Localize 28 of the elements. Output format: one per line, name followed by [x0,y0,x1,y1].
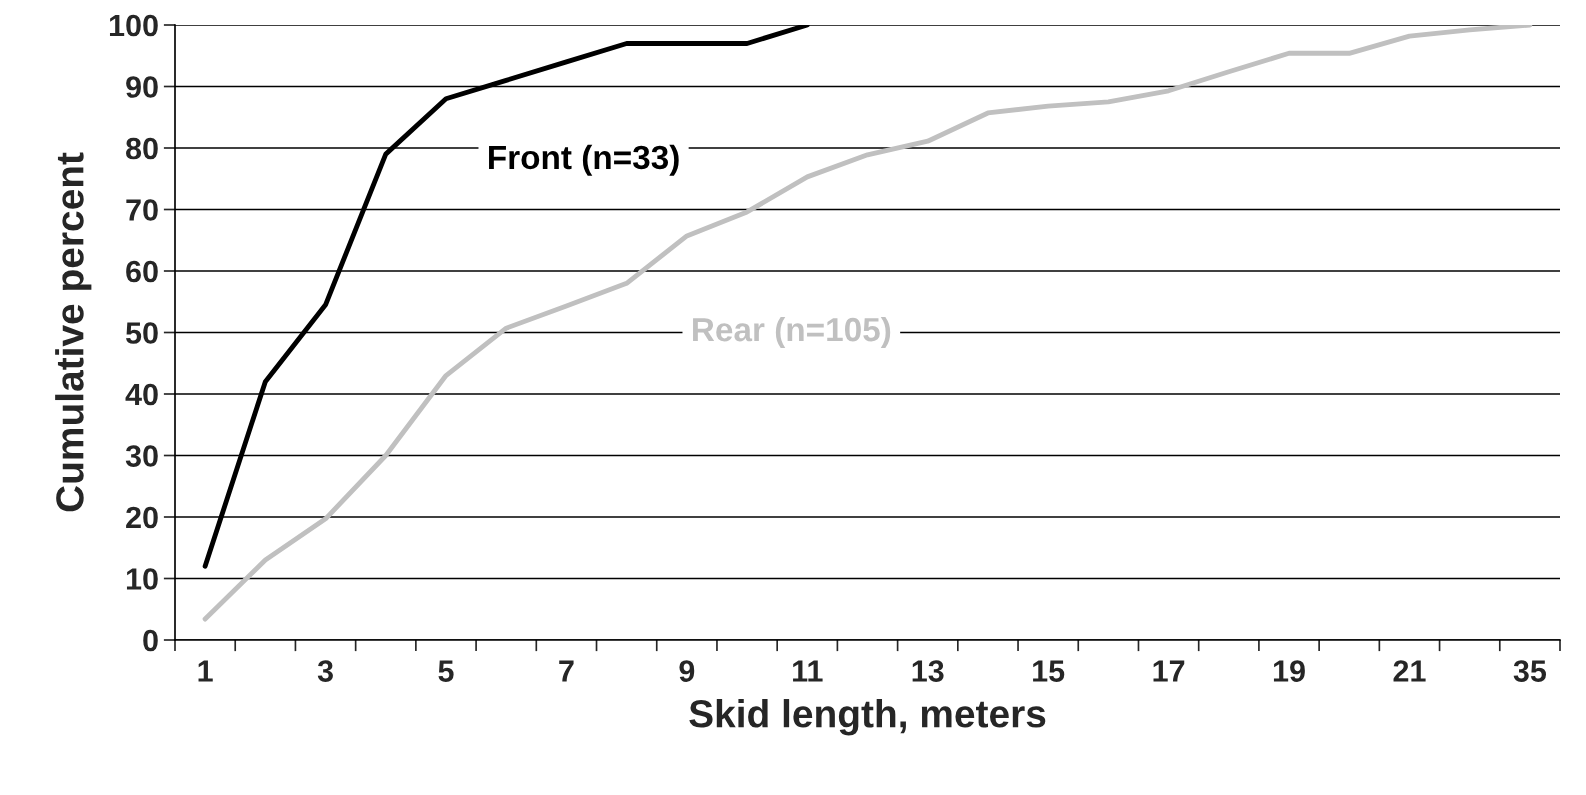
y-tick-label: 80 [126,137,158,160]
x-tick-label: 9 [679,660,695,682]
y-tick-label: 100 [109,14,158,37]
x-tick-label: 1 [198,660,213,682]
x-tick-label: 19 [1273,660,1305,682]
x-tick-label: 13 [912,660,944,682]
y-tick-label: 0 [143,629,158,652]
x-tick-label: 17 [1153,660,1185,682]
series-label: Front (n=33) [489,144,679,176]
x-tick-label: 15 [1033,660,1065,682]
y-tick-label: 60 [126,260,158,283]
x-tick-label: 7 [559,660,574,682]
x-tick-label: 5 [438,660,454,682]
y-tick-label: 30 [125,445,158,467]
y-tick-label: 70 [126,199,158,221]
x-axis-title: Skid length, meters [689,699,1046,736]
y-tick-label: 40 [125,383,158,406]
text: Rear (n=105) [693,316,891,349]
y-axis-title: Cumulative percent [55,152,92,512]
y-tick-label: 90 [126,76,158,98]
x-tick-label: 21 [1393,660,1426,682]
x-tick-label: 35 [1513,660,1547,682]
x-tick-label: 11 [793,660,823,682]
x-tick-label: 3 [317,660,333,682]
y-tick-label: 20 [126,506,158,529]
y-tick-label: 10 [126,568,158,590]
line-series [202,25,1533,622]
y-tick-label: 50 [125,322,158,344]
